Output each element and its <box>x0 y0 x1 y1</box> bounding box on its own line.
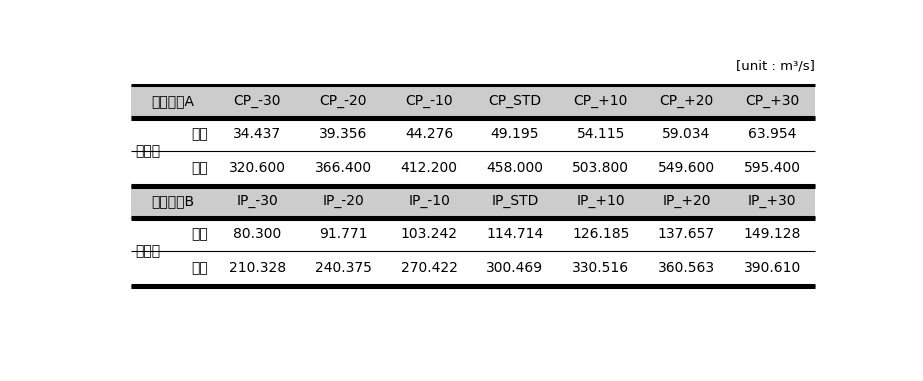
Text: IP_-10: IP_-10 <box>408 194 450 208</box>
Text: CP_+20: CP_+20 <box>659 94 713 108</box>
Text: 59.034: 59.034 <box>663 127 711 141</box>
Text: 39.356: 39.356 <box>319 127 367 141</box>
Text: 240.375: 240.375 <box>315 261 372 275</box>
Text: 이포보: 이포보 <box>136 244 161 258</box>
Text: IP_STD: IP_STD <box>491 194 539 208</box>
Text: 34.437: 34.437 <box>234 127 282 141</box>
Text: CP_+10: CP_+10 <box>573 94 628 108</box>
Text: IP_+30: IP_+30 <box>748 194 797 208</box>
Text: IP_-20: IP_-20 <box>322 194 365 208</box>
Text: 137.657: 137.657 <box>658 227 715 242</box>
Text: 390.610: 390.610 <box>744 261 801 275</box>
Text: CP_-30: CP_-30 <box>234 94 282 108</box>
Text: [unit : m³/s]: [unit : m³/s] <box>737 59 815 72</box>
Text: 503.800: 503.800 <box>572 161 629 175</box>
Text: 549.600: 549.600 <box>658 161 715 175</box>
Text: 평균: 평균 <box>192 127 209 141</box>
Text: 시나리오A: 시나리오A <box>151 94 194 108</box>
Bar <box>131 218 815 285</box>
Text: 270.422: 270.422 <box>401 261 458 275</box>
Text: 210.328: 210.328 <box>229 261 286 275</box>
Text: 360.563: 360.563 <box>658 261 715 275</box>
Text: 49.195: 49.195 <box>491 127 539 141</box>
Text: 최대: 최대 <box>192 161 209 175</box>
Text: 595.400: 595.400 <box>744 161 801 175</box>
Text: 114.714: 114.714 <box>486 227 544 242</box>
Text: 126.185: 126.185 <box>572 227 629 242</box>
Text: 44.276: 44.276 <box>405 127 453 141</box>
Text: IP_-30: IP_-30 <box>236 194 279 208</box>
Text: CP_STD: CP_STD <box>488 94 542 108</box>
Text: 평균: 평균 <box>192 227 209 242</box>
Text: 91.771: 91.771 <box>319 227 367 242</box>
Bar <box>131 185 815 218</box>
Text: 149.128: 149.128 <box>744 227 801 242</box>
Text: CP_-20: CP_-20 <box>319 94 367 108</box>
Text: 300.469: 300.469 <box>486 261 544 275</box>
Text: IP_+20: IP_+20 <box>662 194 711 208</box>
Text: CP_-10: CP_-10 <box>405 94 453 108</box>
Text: 63.954: 63.954 <box>749 127 797 141</box>
Text: 최대: 최대 <box>192 261 209 275</box>
Text: 청평댐: 청평댐 <box>136 144 161 158</box>
Text: 54.115: 54.115 <box>577 127 625 141</box>
Bar <box>131 117 815 185</box>
Text: 458.000: 458.000 <box>486 161 544 175</box>
Text: 366.400: 366.400 <box>315 161 372 175</box>
Text: CP_+30: CP_+30 <box>745 94 799 108</box>
Text: 412.200: 412.200 <box>401 161 458 175</box>
Text: 시나리오B: 시나리오B <box>151 194 194 208</box>
Text: 330.516: 330.516 <box>572 261 629 275</box>
Bar <box>131 85 815 117</box>
Text: 320.600: 320.600 <box>229 161 286 175</box>
Text: IP_+10: IP_+10 <box>576 194 625 208</box>
Text: 103.242: 103.242 <box>401 227 458 242</box>
Text: 80.300: 80.300 <box>234 227 282 242</box>
